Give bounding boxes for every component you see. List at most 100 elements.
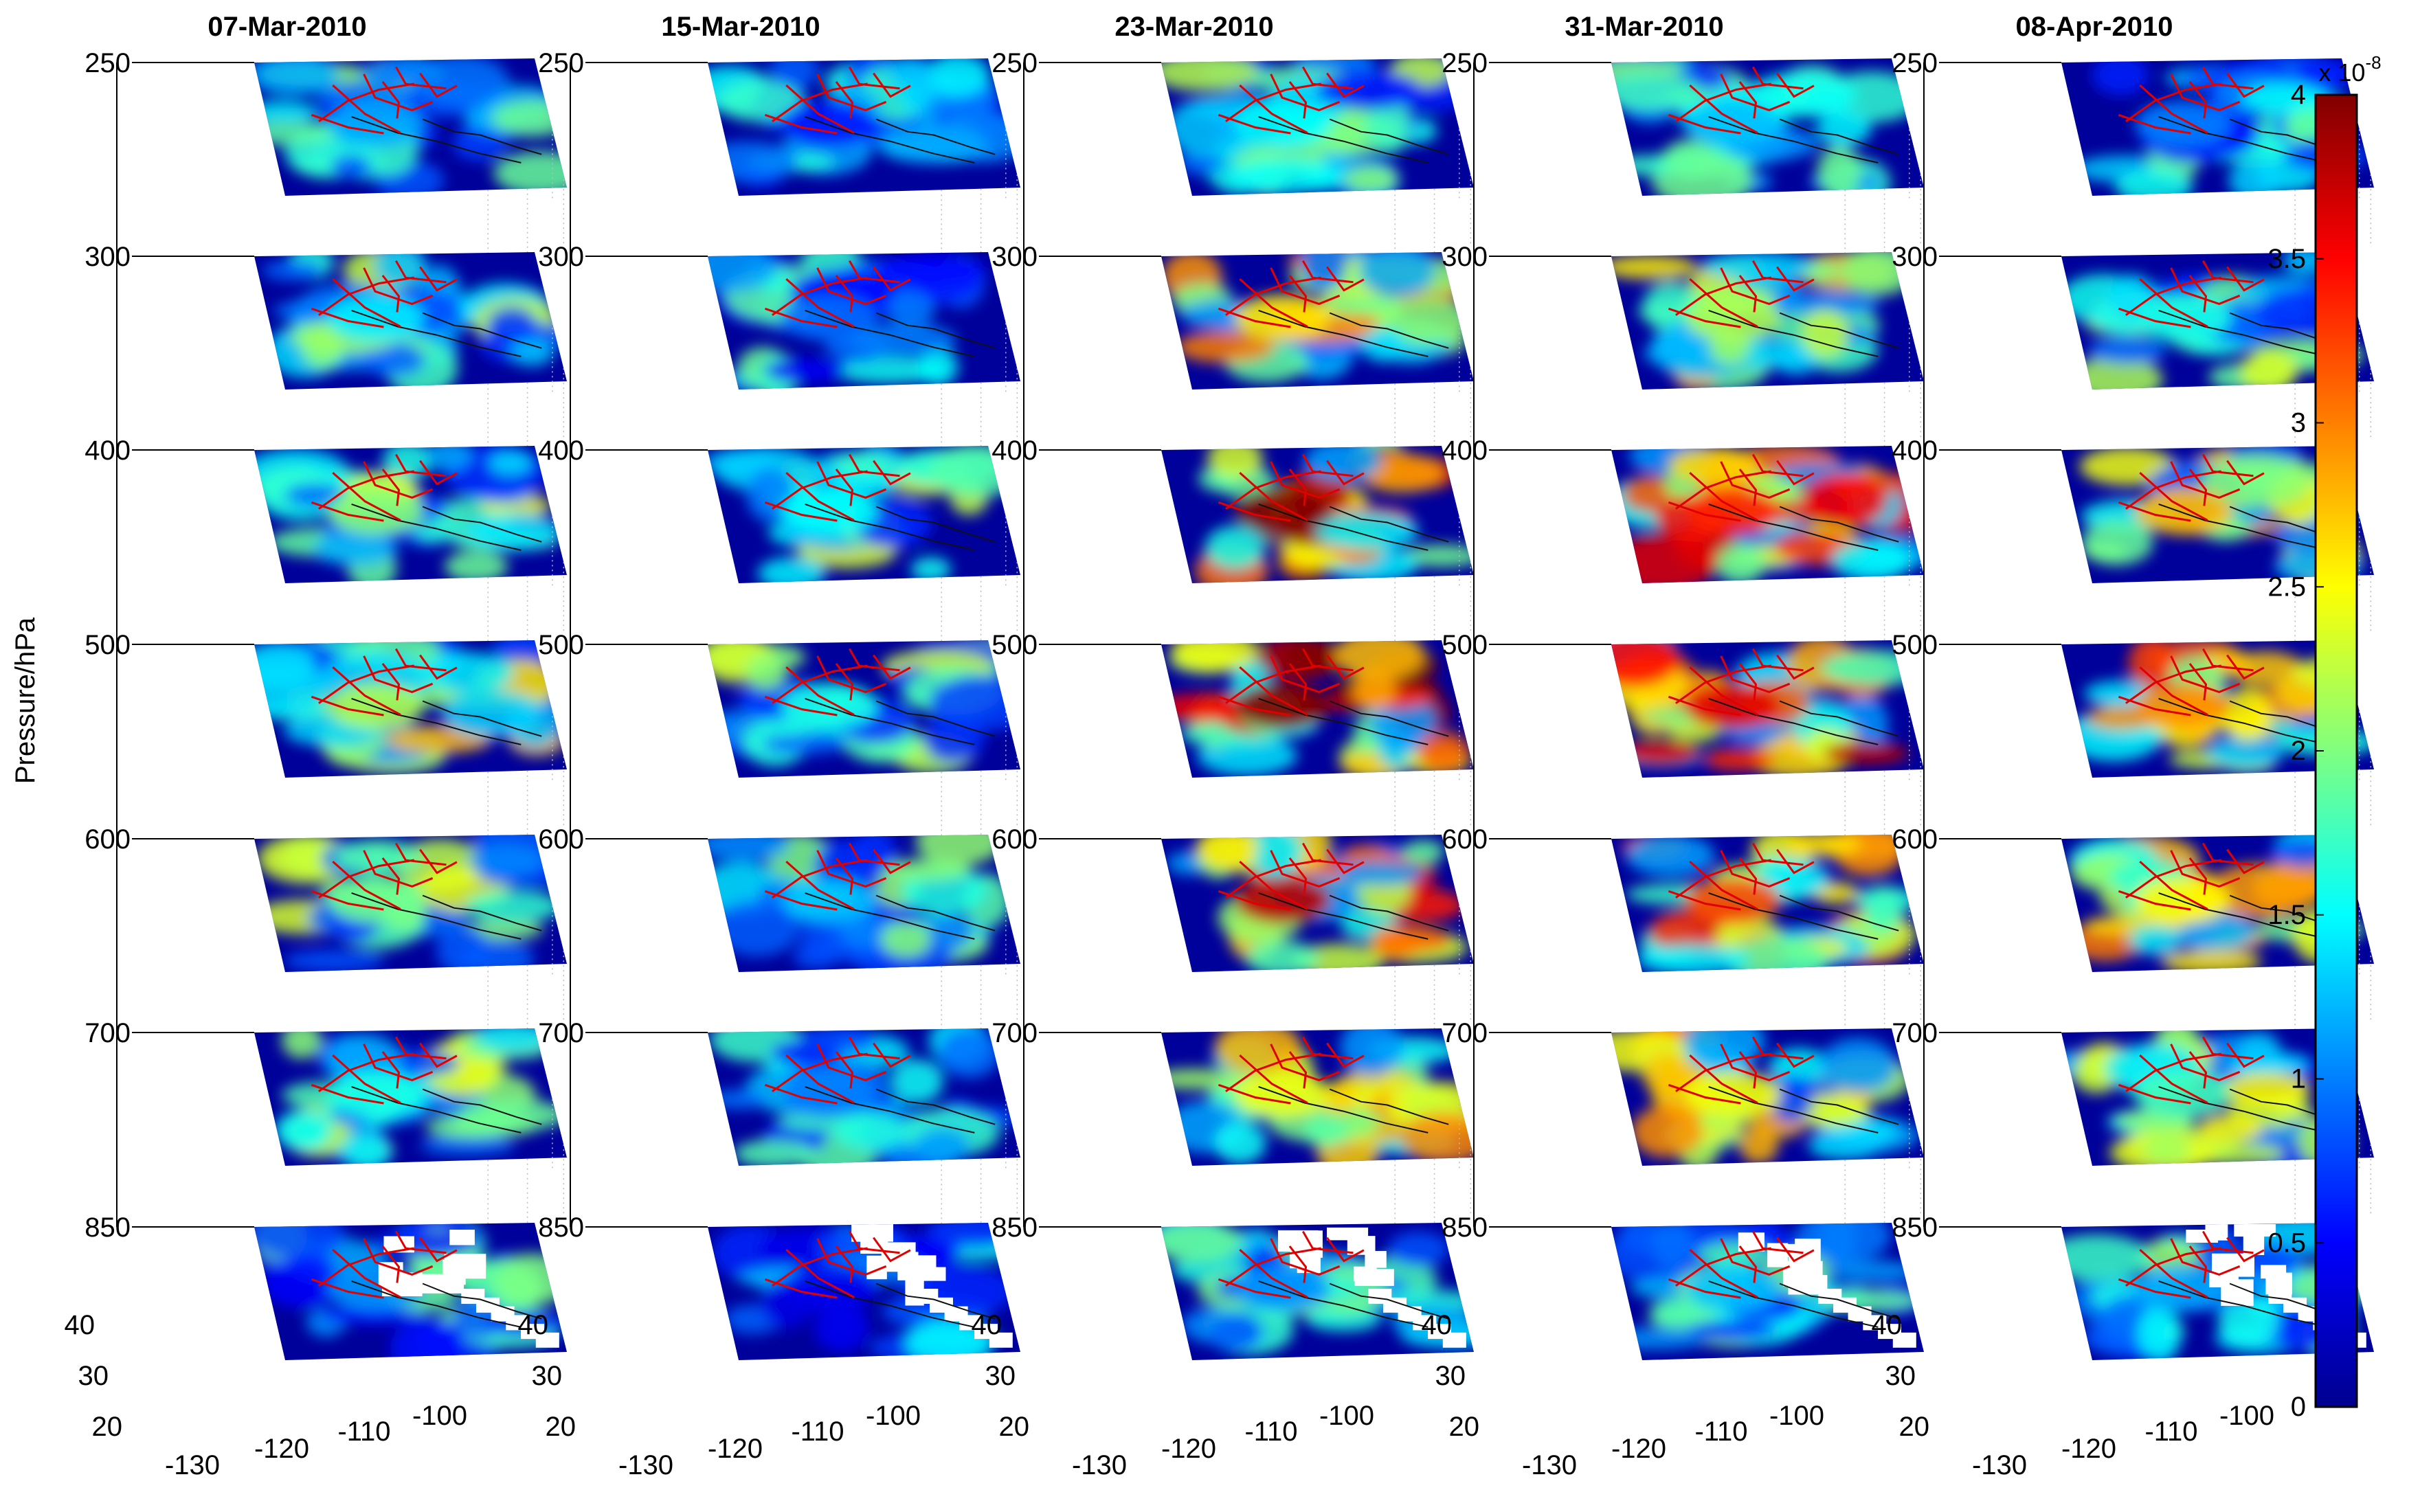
concentration-field — [254, 835, 567, 972]
fault-line — [772, 1052, 868, 1092]
fault-line — [2202, 648, 2254, 672]
coastline — [1329, 118, 1449, 155]
pressure-tick-label: 700 — [85, 1018, 131, 1048]
fault-line — [2118, 501, 2191, 522]
fault-line — [1218, 113, 1291, 135]
fault-line — [764, 1278, 838, 1299]
longitude-tick-label: -130 — [1972, 1450, 2027, 1480]
fault-line — [1239, 860, 1308, 910]
pressure-tick-label: 250 — [85, 48, 131, 78]
fault-line — [2226, 1042, 2265, 1068]
fault-line — [318, 1247, 414, 1287]
concentration-field — [708, 446, 1020, 583]
fault-line — [1720, 267, 1791, 305]
fault-line — [1668, 695, 1741, 716]
fault-line — [1225, 276, 1321, 316]
fault-line — [1668, 307, 1741, 328]
fault-line — [311, 695, 384, 716]
fault-line — [1225, 664, 1321, 704]
pressure-level-slice: 400 — [538, 436, 1020, 646]
fault-line — [332, 860, 401, 910]
fault-line — [785, 1054, 855, 1104]
fault-line — [1288, 857, 1308, 895]
latitude-tick-label: 20 — [546, 1412, 576, 1442]
pressure-level-slice: 300 — [538, 242, 1020, 453]
pressure-tick-label: 850 — [992, 1212, 1038, 1243]
coastline — [1258, 892, 1429, 940]
latitude-tick-label: 30 — [1435, 1361, 1466, 1391]
coastline — [805, 1280, 975, 1328]
coastline — [875, 700, 996, 737]
coastline — [422, 1283, 542, 1320]
fault-line — [394, 648, 447, 672]
fault-line — [2139, 84, 2208, 134]
fault-line — [1751, 842, 1804, 866]
fault-line — [311, 113, 384, 135]
fault-line — [1720, 850, 1791, 888]
fault-line — [311, 501, 384, 522]
fault-line — [2188, 663, 2208, 701]
fault-line — [1225, 82, 1321, 122]
longitude-tick-label: -100 — [1319, 1401, 1374, 1431]
colorbar-tick-label: 1.5 — [2267, 900, 2306, 930]
fault-line — [1225, 859, 1321, 899]
fault-line — [764, 890, 838, 911]
fault-line — [764, 307, 838, 328]
pressure-tick-label: 500 — [992, 630, 1038, 660]
pressure-tick-label: 400 — [538, 436, 584, 466]
fault-line — [2170, 74, 2241, 111]
concentration-field — [708, 58, 1020, 188]
pressure-tick-label: 300 — [538, 242, 584, 272]
fault-line — [2139, 666, 2208, 716]
latitude-tick-label: 20 — [92, 1412, 123, 1442]
longitude-tick-label: -110 — [1694, 1417, 1747, 1447]
fault-line — [2139, 278, 2208, 328]
pressure-level-slice: 250 — [85, 48, 567, 259]
fault-line — [2226, 848, 2265, 875]
fault-line — [1751, 1230, 1804, 1254]
pressure-tick-label: 850 — [1892, 1212, 1938, 1243]
coastline — [1779, 700, 1899, 737]
pressure-tick-label: 600 — [538, 824, 584, 855]
fault-line — [2125, 1052, 2221, 1092]
fault-line — [1239, 1054, 1308, 1104]
coastline — [1779, 1088, 1899, 1125]
fault-line — [1675, 1052, 1771, 1092]
coastline — [805, 1085, 975, 1133]
latitude-tick-label: 20 — [1449, 1412, 1480, 1442]
fault-line — [764, 113, 838, 135]
coastline — [805, 115, 975, 163]
coastline — [351, 892, 522, 940]
latitude-tick-label: 20 — [1899, 1412, 1930, 1442]
fault-line — [394, 66, 447, 90]
longitude-tick-label: -100 — [2219, 1401, 2274, 1431]
fault-line — [1301, 1036, 1354, 1060]
coastline — [422, 118, 542, 155]
pressure-level-slice: 850 — [992, 1212, 1474, 1360]
coastline — [351, 309, 522, 357]
coastline — [422, 700, 542, 737]
coastline — [2158, 1280, 2329, 1328]
fault-line — [873, 460, 911, 486]
pressure-level-slice: 300 — [85, 242, 567, 453]
fault-line — [2226, 654, 2265, 680]
fault-line — [1218, 307, 1291, 328]
coastline — [1708, 503, 1879, 551]
fault-line — [1270, 1238, 1341, 1276]
missing-data-mask — [378, 1230, 559, 1348]
latitude-tick-label: 40 — [1422, 1310, 1453, 1340]
pressure-level-slice: 700 — [538, 1018, 1020, 1229]
fault-line — [2202, 453, 2254, 477]
fault-line — [772, 859, 868, 899]
coastline — [351, 115, 522, 163]
fault-line — [772, 1247, 868, 1287]
coastline — [351, 503, 522, 551]
fault-line — [1288, 663, 1308, 701]
fault-line — [1225, 1247, 1321, 1287]
fault-line — [2170, 1043, 2241, 1081]
coastline — [2158, 503, 2329, 551]
pressure-tick-label: 600 — [1442, 824, 1488, 855]
fault-line — [2188, 469, 2208, 506]
coastline — [351, 1280, 522, 1328]
coastline — [1329, 1283, 1449, 1320]
